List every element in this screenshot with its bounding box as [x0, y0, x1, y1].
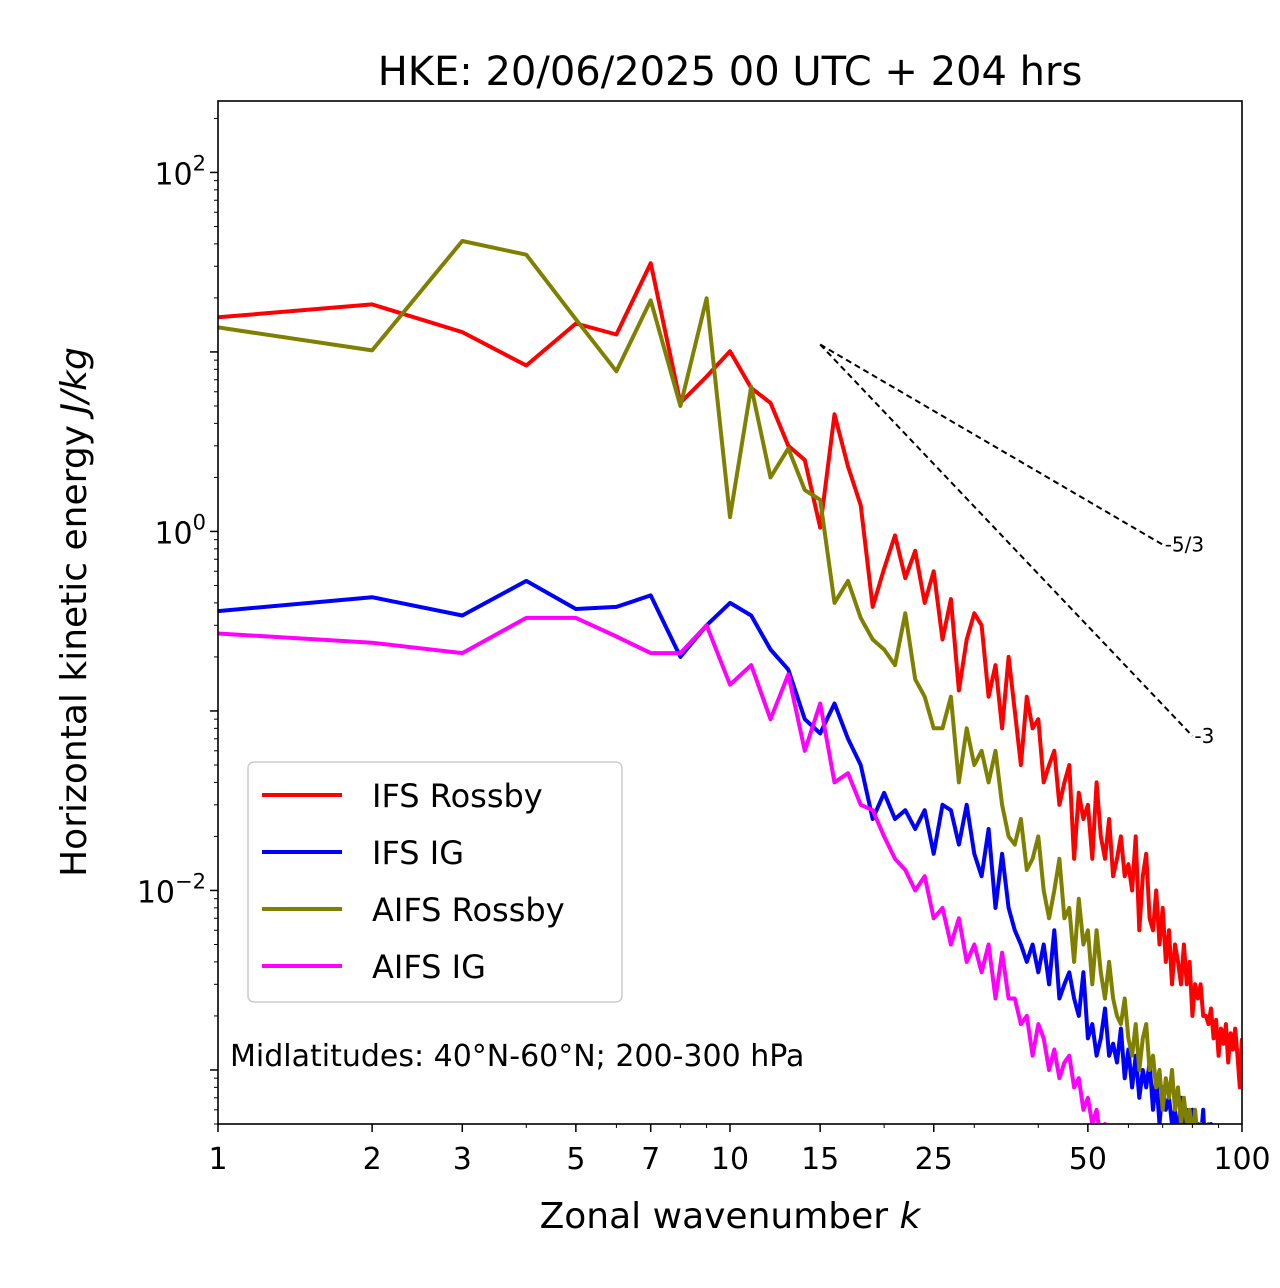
y-axis-label: Horizontal kinetic energy J/kg — [54, 347, 95, 877]
reference-slope-label: -3 — [1194, 724, 1214, 748]
legend-label: IFS IG — [372, 834, 464, 872]
y-tick-label: 100 — [154, 510, 206, 551]
x-tick-label: 100 — [1213, 1142, 1270, 1177]
reference-slope-labels: -5/3 -3 — [1165, 533, 1215, 748]
legend-label: AIFS IG — [372, 948, 486, 986]
axis-ticks: 1 2 3 5 7 10 15 25 50 100 102 100 10−2 — [137, 117, 1271, 1177]
x-tick-label: 7 — [641, 1142, 660, 1177]
y-axis-label-text: Horizontal kinetic energy — [54, 425, 95, 877]
y-tick-label: 10−2 — [137, 869, 206, 910]
reference-slope-line — [819, 343, 1164, 546]
region-annotation: Midlatitudes: 40°N-60°N; 200-300 hPa — [230, 1039, 804, 1074]
plot-frame — [217, 100, 1243, 1125]
x-tick-label: 2 — [363, 1142, 382, 1177]
series-line-ifs-ig — [218, 578, 1214, 1124]
x-axis-label: Zonal wavenumber k — [540, 1196, 923, 1237]
legend-box — [247, 761, 623, 1003]
reference-slope-label: -5/3 — [1165, 533, 1204, 557]
x-tick-label: 25 — [915, 1142, 953, 1177]
series-line-aifs-rossby — [218, 239, 1211, 1124]
reference-slope-line — [819, 343, 1194, 737]
series-line-aifs-ig — [218, 615, 1108, 1124]
legend: IFS Rossby IFS IG AIFS Rossby AIFS IG — [247, 761, 623, 1003]
x-tick-label: 1 — [208, 1142, 227, 1177]
legend-label: IFS Rossby — [372, 777, 543, 815]
chart-title: HKE: 20/06/2025 00 UTC + 204 hrs — [378, 49, 1083, 95]
x-axis-label-var: k — [900, 1196, 923, 1237]
x-tick-label: 5 — [566, 1142, 585, 1177]
series-line-ifs-rossby — [218, 261, 1242, 1090]
legend-label: AIFS Rossby — [372, 891, 565, 929]
x-tick-label: 10 — [711, 1142, 749, 1177]
x-tick-label: 3 — [453, 1142, 472, 1177]
series-lines — [218, 239, 1242, 1124]
y-tick-label: 102 — [154, 151, 206, 192]
x-axis-label-text: Zonal wavenumber — [540, 1196, 889, 1237]
x-tick-label: 50 — [1069, 1142, 1107, 1177]
y-axis-label-unit: J/kg — [54, 347, 95, 419]
reference-slopes — [819, 343, 1194, 737]
x-tick-label: 15 — [801, 1142, 839, 1177]
